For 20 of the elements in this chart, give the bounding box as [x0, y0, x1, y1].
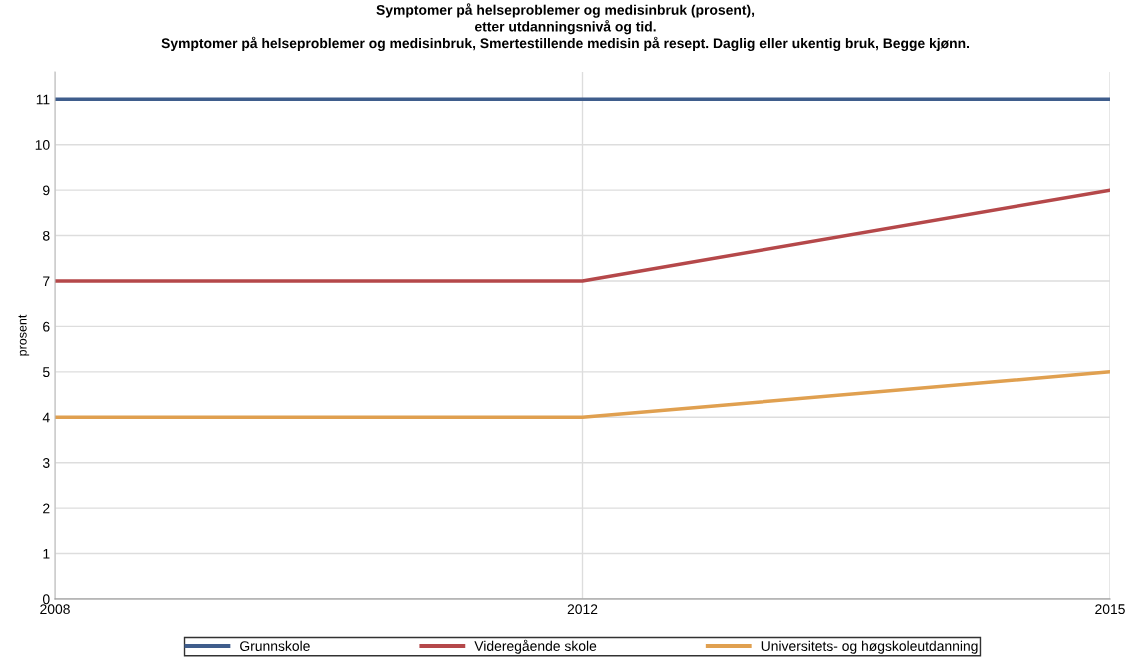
y-tick-label: 0 — [42, 594, 50, 605]
legend-label: Grunnskole — [240, 640, 310, 651]
y-tick-label: 2 — [43, 503, 50, 514]
chart-title: Symptomer på helseproblemer og medisinbruk (prosent), etter utdanningsnivå og tid. Symptomer på helseproblemer og medisinbruk, Smertestillende medisin på resept. Daglig eller ukentig bruk, Begge kjønn. — [161, 3, 969, 51]
y-tick-label: 10 — [35, 140, 50, 150]
y-tick-label: 3 — [42, 458, 50, 468]
y-tick-label: 11 — [36, 94, 50, 105]
x-tick-label: 2012 — [567, 604, 598, 615]
x-tick-label: 2015 — [1095, 604, 1125, 615]
y-tick-label: 7 — [43, 276, 50, 287]
y-tick-label: 4 — [42, 412, 50, 423]
y-tick-label: 1 — [43, 549, 50, 559]
legend-label: Videregående skole — [474, 639, 597, 654]
y-tick-label: 6 — [43, 321, 50, 332]
y-tick-label: 5 — [42, 367, 50, 378]
legend-label: Universitets- og høgskoleutdanning — [761, 640, 978, 654]
y-tick-label: 8 — [43, 230, 50, 241]
x-tick-label: 2008 — [40, 604, 70, 615]
y-axis-title: prosent — [18, 314, 30, 356]
y-tick-label: 9 — [43, 185, 50, 196]
